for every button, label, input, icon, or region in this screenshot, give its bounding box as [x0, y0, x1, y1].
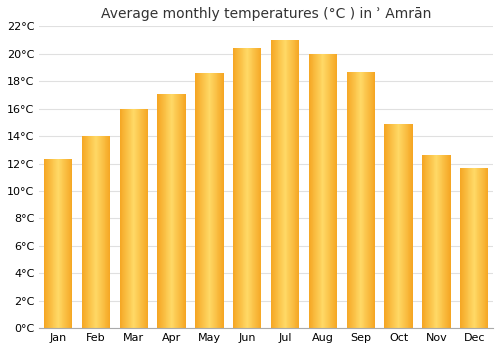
Title: Average monthly temperatures (°C ) in ʾ Amrān: Average monthly temperatures (°C ) in ʾ … — [101, 7, 432, 21]
